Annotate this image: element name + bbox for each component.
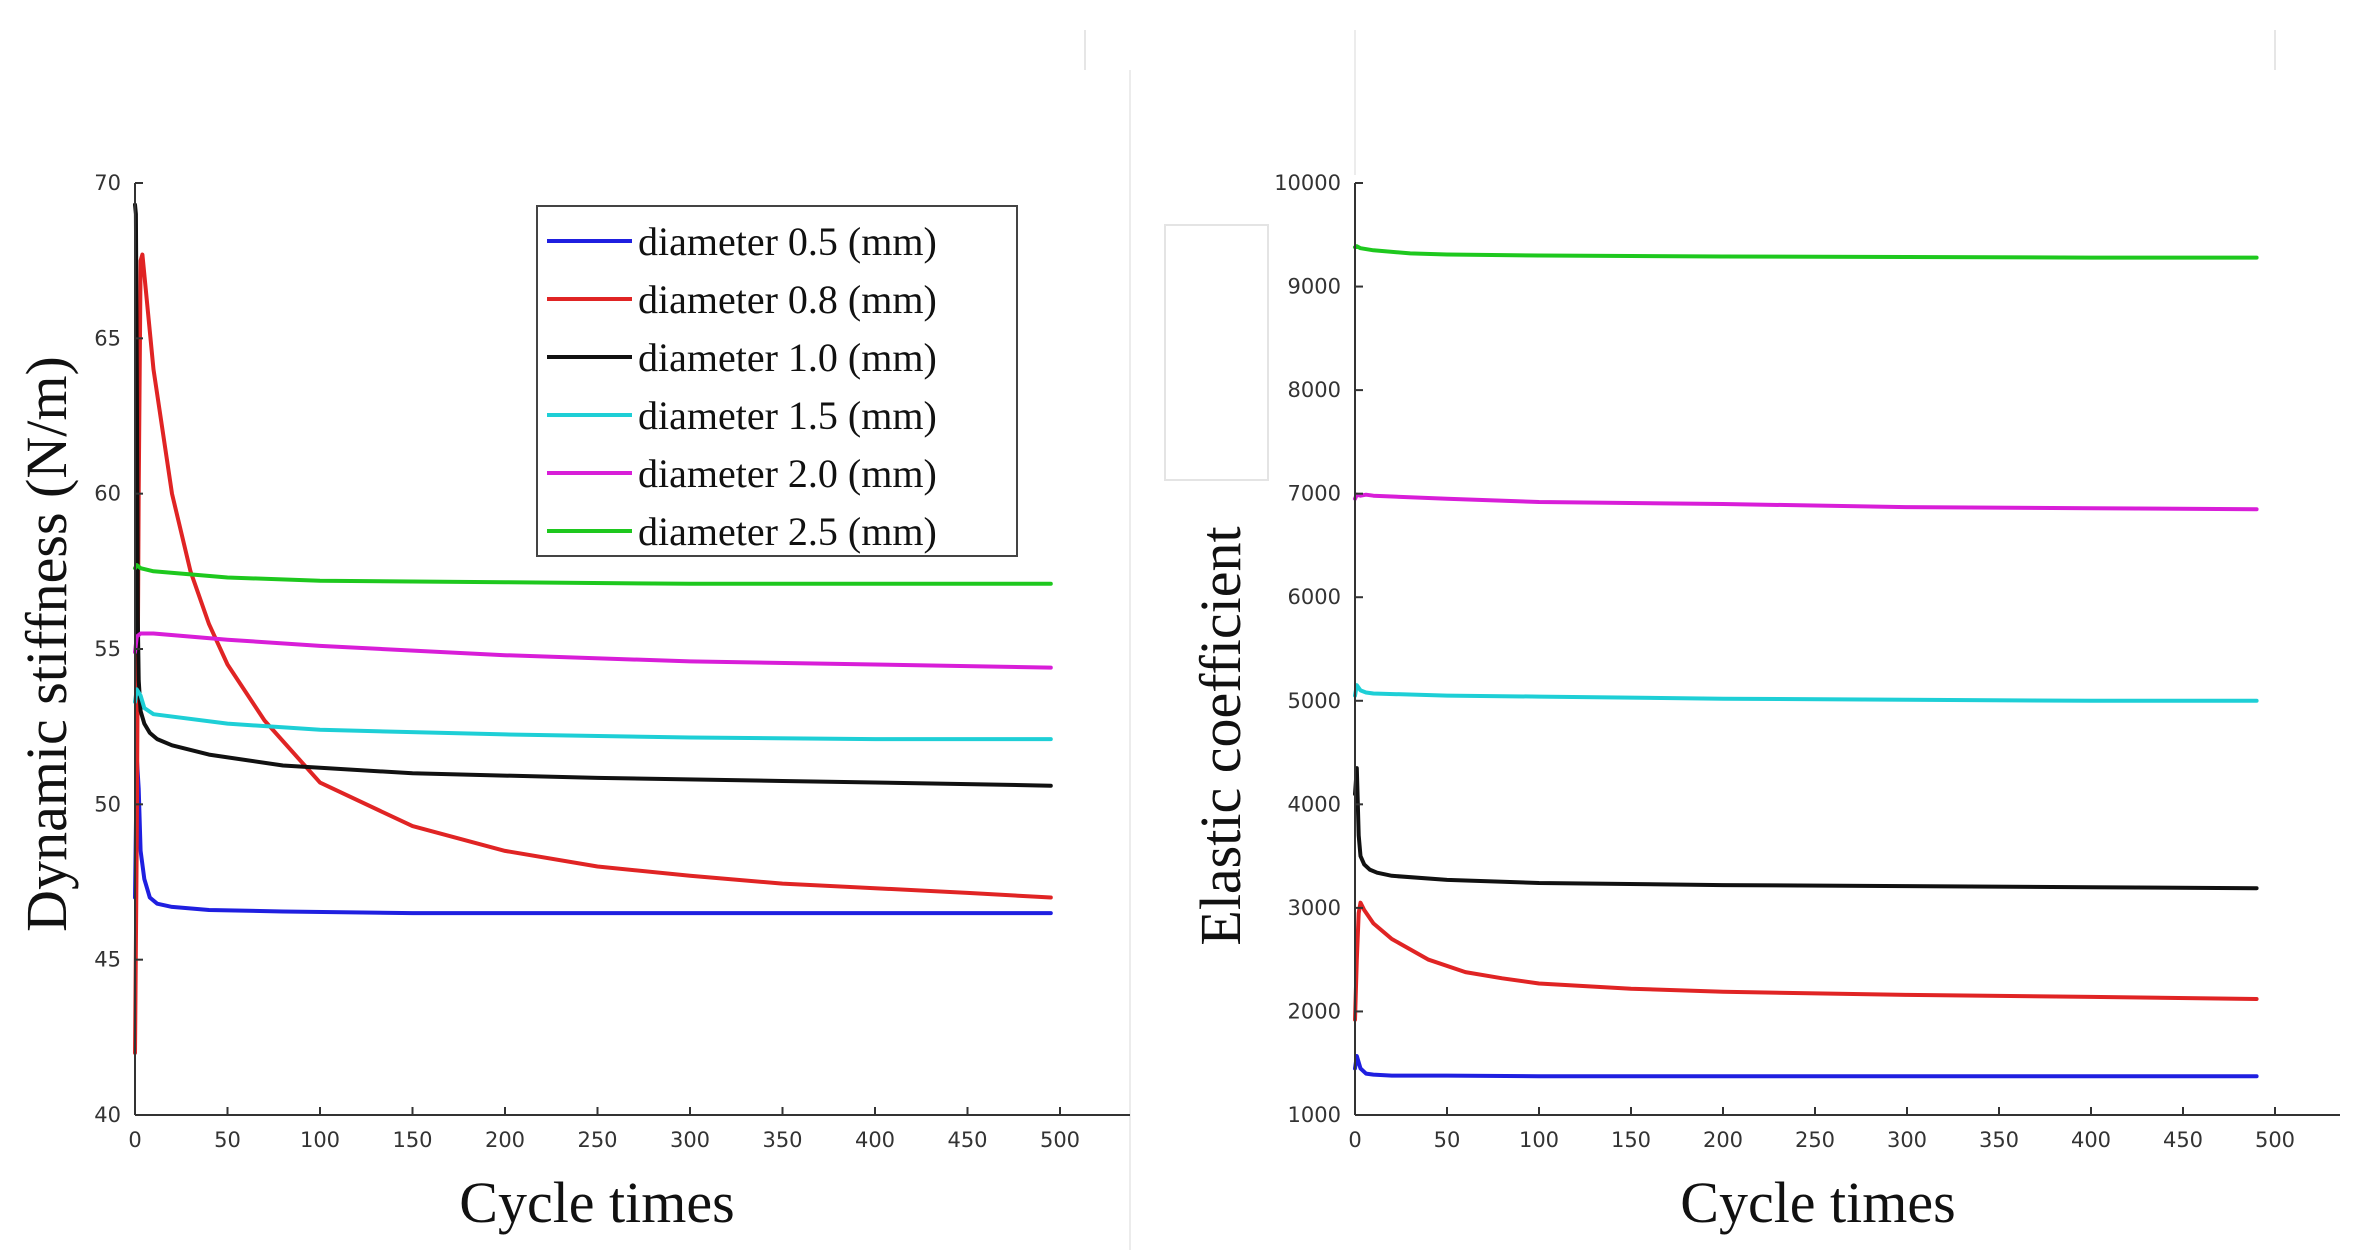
y-tick-label: 65 <box>94 326 121 350</box>
y-tick-label: 50 <box>94 792 121 816</box>
y-tick-label: 9000 <box>1288 275 1341 299</box>
x-tick-label: 250 <box>577 1128 617 1152</box>
series-line-diameter-2-0-mm- <box>133 631 1053 670</box>
x-tick-label: 200 <box>1703 1128 1743 1152</box>
legend-label: diameter 0.8 (mm) <box>638 277 937 322</box>
x-tick-label: 350 <box>762 1128 802 1152</box>
series-line-diameter-0-8-mm- <box>133 252 1053 1055</box>
series-line-diameter-2-5-mm- <box>1353 244 2259 260</box>
x-tick-label: 300 <box>670 1128 710 1152</box>
y-tick-label: 70 <box>94 171 121 195</box>
series-line-diameter-1-0-mm- <box>133 202 1053 788</box>
x-tick-label: 400 <box>855 1128 895 1152</box>
series-line-diameter-0-5-mm- <box>133 755 1053 916</box>
legend-label: diameter 0.5 (mm) <box>638 219 937 264</box>
right-y-ticks: 1000 2000 3000 4000 5000 6000 7000 8000 9000 1000… <box>1274 171 1363 1127</box>
x-tick-label: 100 <box>1519 1128 1559 1152</box>
x-tick-label: 350 <box>1979 1128 2019 1152</box>
left-y-ticks: 40 45 50 55 60 65 70 <box>94 171 143 1127</box>
x-tick-label: 400 <box>2071 1128 2111 1152</box>
x-tick-label: 450 <box>2163 1128 2203 1152</box>
blank-legend-box <box>1164 224 1269 481</box>
y-tick-label: 2000 <box>1288 999 1341 1023</box>
y-tick-label: 5000 <box>1288 689 1341 713</box>
y-tick-label: 3000 <box>1288 896 1341 920</box>
series-line-diameter-0-5-mm- <box>1353 1054 2259 1079</box>
legend: diameter 0.5 (mm) diameter 0.8 (mm) diamet… <box>536 205 1018 557</box>
legend-label: diameter 2.0 (mm) <box>638 451 937 496</box>
x-tick-label: 450 <box>947 1128 987 1152</box>
right-x-ticks: 0 50 100 150 200 250 300 350 400 450 500 <box>1348 1107 2295 1152</box>
right-x-axis-title: Cycle times <box>1680 1170 1955 1235</box>
y-tick-label: 8000 <box>1288 378 1341 402</box>
x-tick-label: 0 <box>1348 1128 1361 1152</box>
x-tick-label: 150 <box>1611 1128 1651 1152</box>
left-y-axis-title: Dynamic stiffness (N/m) <box>14 356 79 932</box>
left-x-ticks: 0 50 100 150 200 250 300 350 400 450 500 <box>128 1107 1080 1152</box>
series-line-diameter-1-5-mm- <box>1353 683 2259 703</box>
series-line-diameter-1-5-mm- <box>133 687 1053 742</box>
right-y-axis-title: Elastic coefficient <box>1188 526 1253 945</box>
left-series-group <box>133 202 1053 1055</box>
x-tick-label: 50 <box>1434 1128 1461 1152</box>
y-tick-label: 7000 <box>1288 482 1341 506</box>
chart-right: 0 50 100 150 200 250 300 350 400 450 500 1000 2000 3… <box>1188 171 2340 1235</box>
series-line-diameter-2-5-mm- <box>133 563 1053 586</box>
chart-left: 0 50 100 150 200 250 300 350 400 450 500 40 45 50 55 6… <box>14 171 1130 1235</box>
y-tick-label: 1000 <box>1288 1103 1341 1127</box>
x-tick-label: 150 <box>392 1128 432 1152</box>
x-tick-label: 250 <box>1795 1128 1835 1152</box>
y-tick-label: 4000 <box>1288 792 1341 816</box>
y-tick-label: 10000 <box>1274 171 1341 195</box>
y-tick-label: 55 <box>94 637 121 661</box>
x-tick-label: 200 <box>485 1128 525 1152</box>
legend-label: diameter 1.0 (mm) <box>638 335 937 380</box>
series-line-diameter-2-0-mm- <box>1353 492 2259 512</box>
x-tick-label: 500 <box>1040 1128 1080 1152</box>
legend-box <box>536 205 1018 557</box>
x-tick-label: 50 <box>214 1128 241 1152</box>
y-tick-label: 60 <box>94 482 121 506</box>
legend-label: diameter 2.5 (mm) <box>638 509 937 554</box>
y-tick-label: 45 <box>94 948 121 972</box>
legend-label: diameter 1.5 (mm) <box>638 393 937 438</box>
left-x-axis-title: Cycle times <box>459 1170 734 1235</box>
x-tick-label: 0 <box>128 1128 141 1152</box>
series-line-diameter-1-0-mm- <box>1353 766 2259 891</box>
y-tick-label: 6000 <box>1288 585 1341 609</box>
x-tick-label: 500 <box>2255 1128 2295 1152</box>
y-tick-label: 40 <box>94 1103 121 1127</box>
legend-entries: diameter 0.5 (mm) diameter 0.8 (mm) diamet… <box>547 219 937 554</box>
x-tick-label: 300 <box>1887 1128 1927 1152</box>
x-tick-label: 100 <box>300 1128 340 1152</box>
